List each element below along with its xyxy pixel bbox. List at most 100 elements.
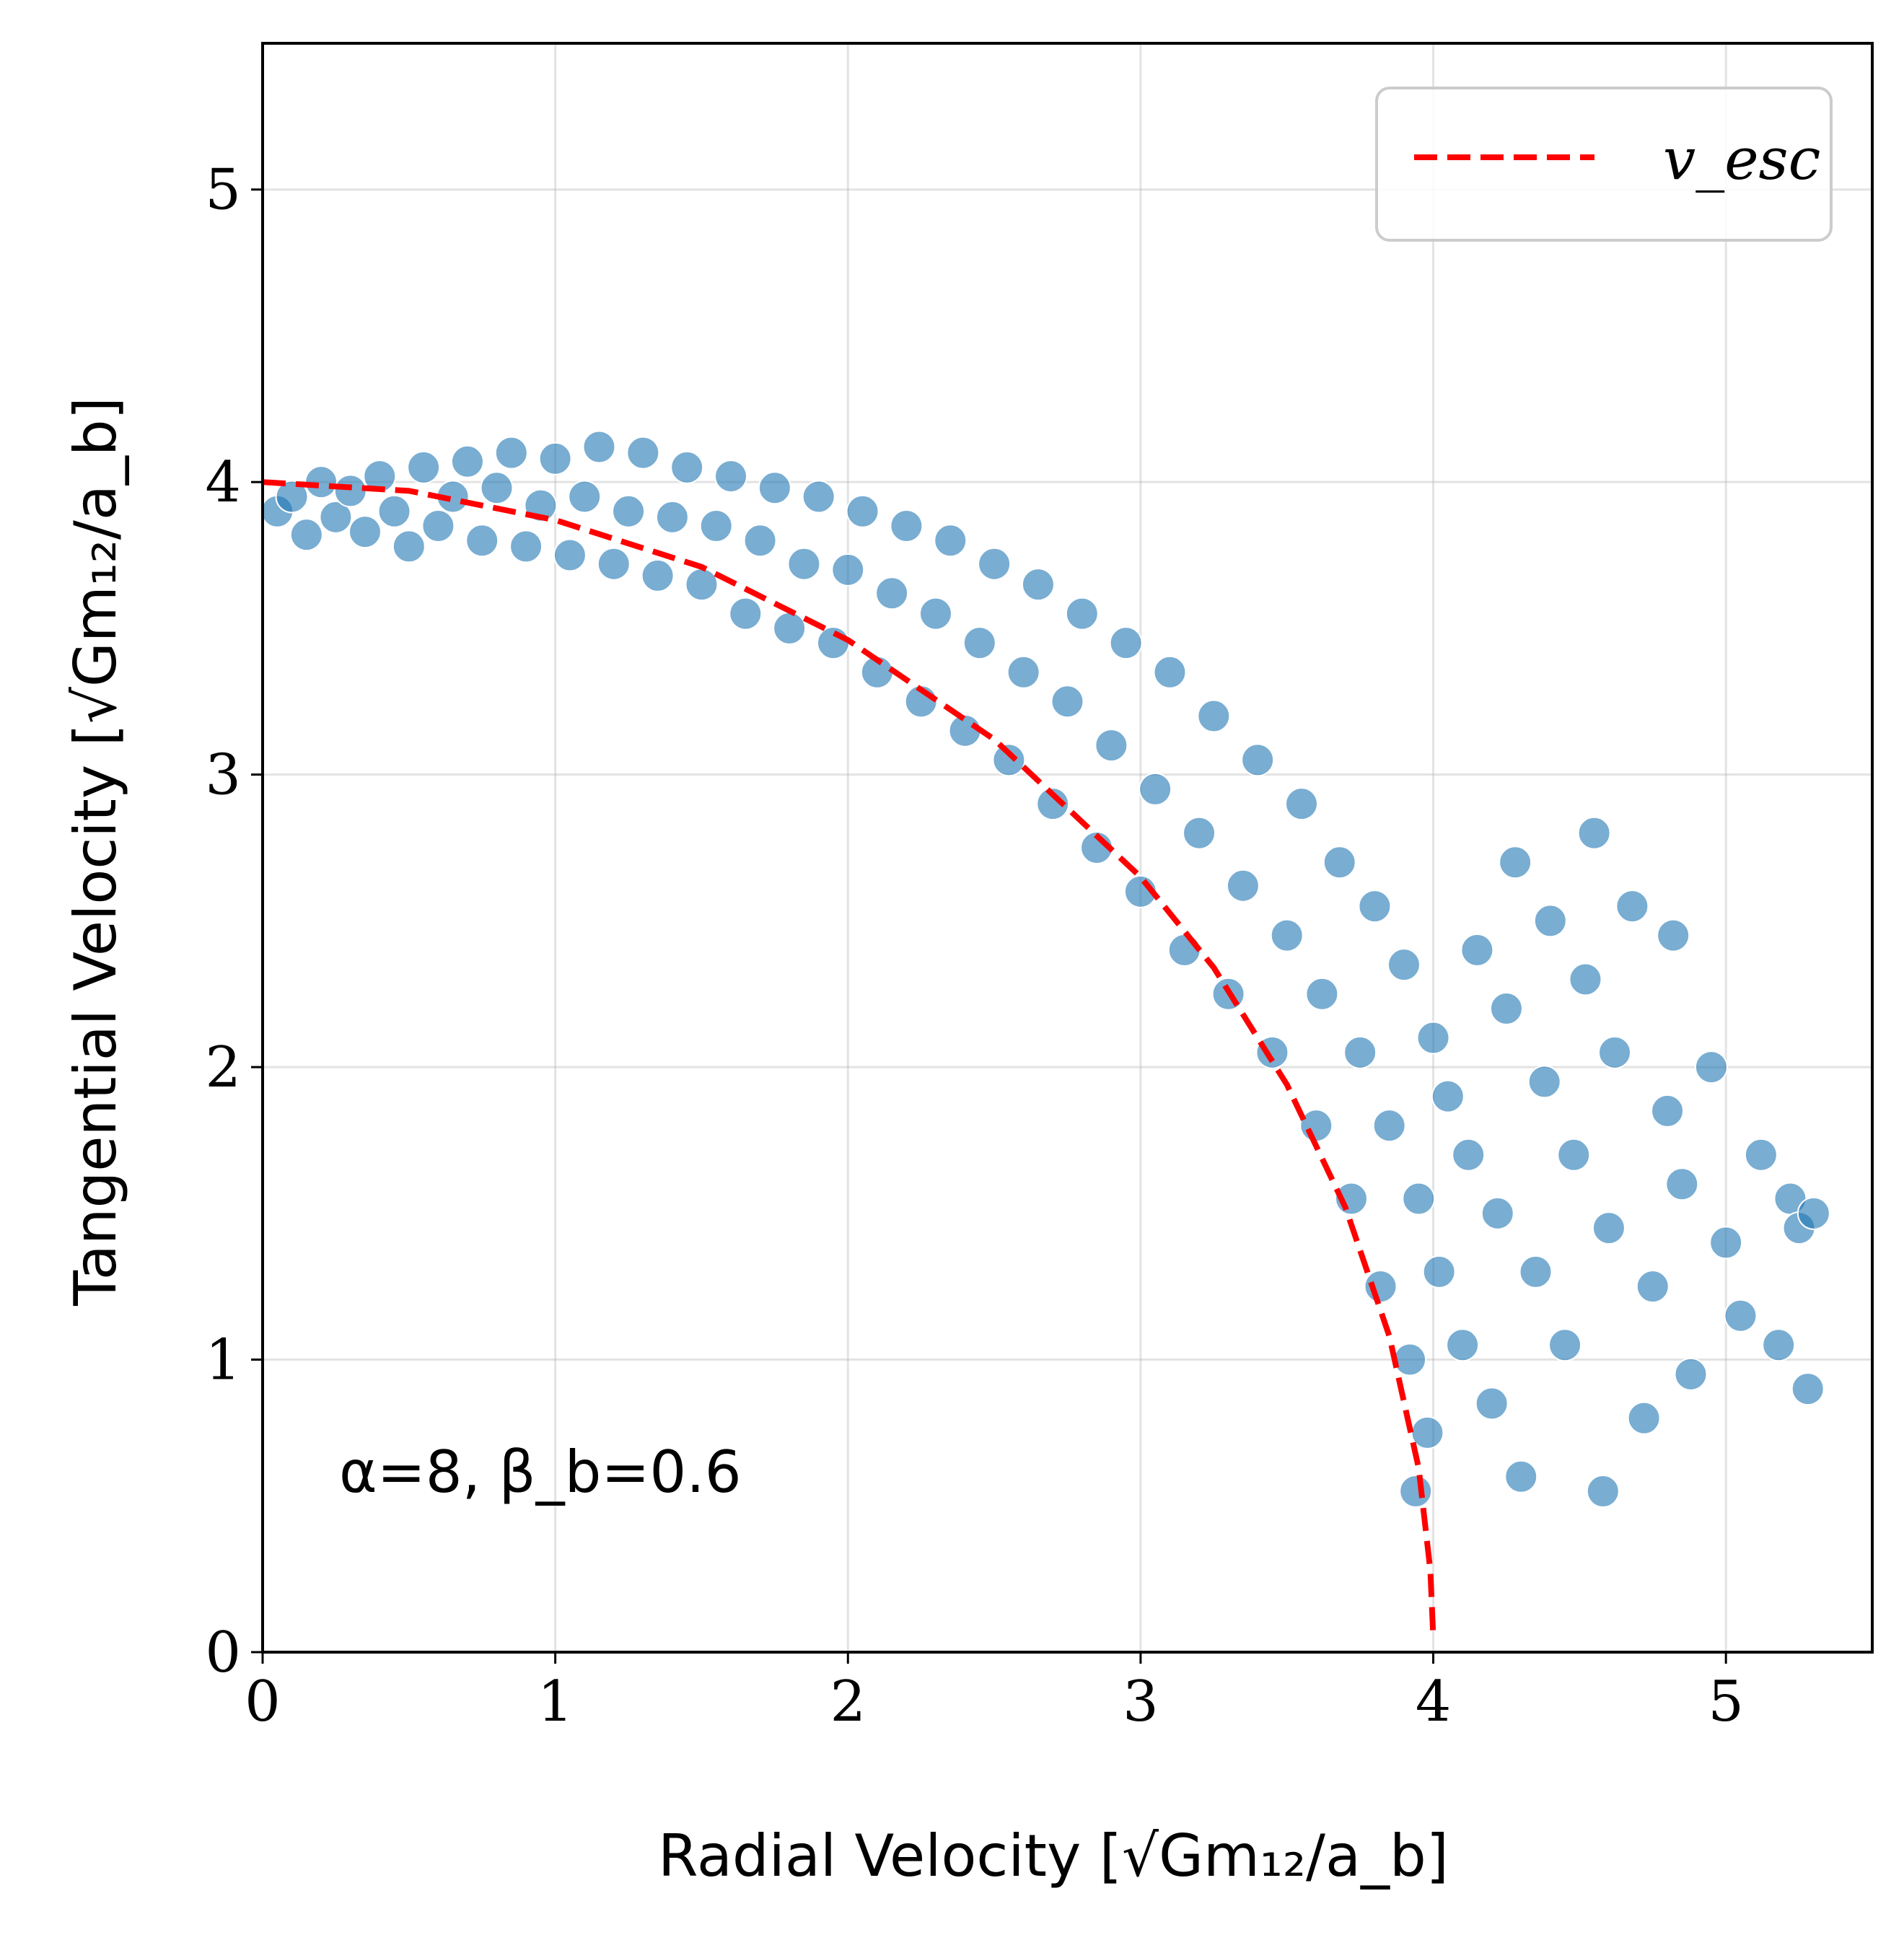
scatter-point <box>1299 1109 1333 1143</box>
y-tick-label: 4 <box>205 450 241 515</box>
scatter-point <box>1460 933 1494 967</box>
scatter-point <box>1762 1328 1796 1362</box>
scatter-point <box>1197 699 1231 733</box>
scatter-point <box>1674 1357 1708 1391</box>
scatter-point <box>1270 918 1304 952</box>
scatter-point <box>1744 1138 1778 1172</box>
legend-box <box>1375 87 1833 242</box>
scatter-point <box>1387 948 1421 982</box>
scatter-point <box>1724 1299 1758 1333</box>
scatter-point <box>743 524 777 558</box>
scatter-point <box>1139 772 1172 806</box>
x-tick-label: 0 <box>245 1669 281 1734</box>
scatter-point <box>685 568 719 602</box>
scatter-point <box>1627 1401 1661 1435</box>
scatter-point <box>846 494 879 528</box>
scatter-point <box>1372 1109 1406 1143</box>
scatter-point <box>1343 1035 1377 1069</box>
scatter-point <box>1533 904 1567 938</box>
scatter-point <box>1519 1255 1553 1289</box>
scatter-point <box>1577 816 1611 850</box>
scatter-point <box>1569 962 1602 996</box>
scatter-point <box>1021 568 1055 602</box>
legend: v_esc <box>1375 87 1833 242</box>
scatter-point <box>1411 1416 1444 1449</box>
scatter-point <box>934 524 968 558</box>
scatter-points <box>260 430 1830 1508</box>
scatter-point <box>377 494 411 528</box>
scatter-point <box>1527 1065 1561 1099</box>
scatter-point <box>890 509 924 543</box>
scatter-point <box>1446 1328 1480 1362</box>
scatter-point <box>275 480 309 514</box>
axes: 0 1 2 3 4 5 0 1 2 3 4 5 <box>205 42 1874 1734</box>
scatter-point <box>918 597 952 631</box>
scatter-point <box>1791 1372 1825 1406</box>
scatter-point <box>509 530 543 563</box>
plot-frame <box>261 42 1874 1654</box>
y-axis-label: Tangential Velocity [√Gm₁₂/a_b] <box>62 397 129 1307</box>
scatter-point <box>962 626 996 660</box>
scatter-point <box>568 480 602 514</box>
scatter-point <box>1586 1475 1620 1508</box>
x-tick-label: 2 <box>830 1669 866 1734</box>
scatter-point <box>1226 869 1260 903</box>
scatter-point <box>1796 1196 1830 1230</box>
scatter-point <box>1499 846 1532 879</box>
scatter-point <box>978 547 1012 581</box>
scatter-point <box>1241 743 1275 777</box>
scatter-point <box>1393 1343 1427 1377</box>
escape-velocity-curve <box>262 479 1436 1638</box>
scatter-point <box>1557 1138 1591 1172</box>
scatter-point <box>494 436 528 470</box>
grid <box>261 43 1872 1654</box>
scatter-point <box>1153 655 1187 689</box>
scatter-point <box>670 450 704 484</box>
scatter-point <box>1358 890 1392 923</box>
scatter-point <box>1422 1255 1456 1289</box>
scatter-point <box>1657 918 1690 952</box>
y-tick-label: 3 <box>205 743 241 808</box>
scatter-point <box>450 444 484 478</box>
scatter-point <box>1480 1196 1514 1230</box>
scatter-point <box>1592 1211 1626 1245</box>
scatter-point <box>407 450 441 484</box>
scatter-point <box>1651 1094 1685 1128</box>
scatter-point <box>1006 655 1040 689</box>
scatter-point <box>773 611 807 645</box>
scatter-point <box>641 558 675 592</box>
scatter-point <box>626 436 660 470</box>
scatter-point <box>1094 729 1128 763</box>
scatter-point <box>1399 1475 1433 1508</box>
scatter-point <box>699 509 733 543</box>
x-tick-label: 1 <box>538 1669 574 1734</box>
scatter-point <box>816 626 850 660</box>
scatter-point <box>538 442 572 475</box>
scatter-point <box>1416 1021 1450 1055</box>
scatter-point <box>1709 1226 1743 1260</box>
scatter-point <box>480 471 514 505</box>
scatter-point <box>1636 1270 1670 1304</box>
scatter-point <box>421 509 455 543</box>
scatter-point <box>1504 1460 1538 1493</box>
scatter-point <box>1322 846 1356 879</box>
scatter-point <box>1065 597 1099 631</box>
scatter-point <box>1050 685 1084 719</box>
scatter-point <box>597 547 631 581</box>
scatter-point <box>1548 1328 1582 1362</box>
y-tick-label: 5 <box>205 158 241 223</box>
scatter-point <box>729 597 763 631</box>
scatter-point <box>289 518 323 552</box>
y-tick-label: 0 <box>205 1620 241 1685</box>
scatter-point <box>1402 1182 1436 1216</box>
x-tick-label: 3 <box>1123 1669 1159 1734</box>
escape-velocity-line <box>262 479 1436 1638</box>
scatter-point <box>553 538 587 572</box>
scatter-point <box>392 530 426 563</box>
scatter-point <box>582 430 616 464</box>
parameter-annotation: α=8, β_b=0.6 <box>339 1439 742 1506</box>
scatter-point <box>992 743 1026 777</box>
scatter-point <box>319 500 353 534</box>
